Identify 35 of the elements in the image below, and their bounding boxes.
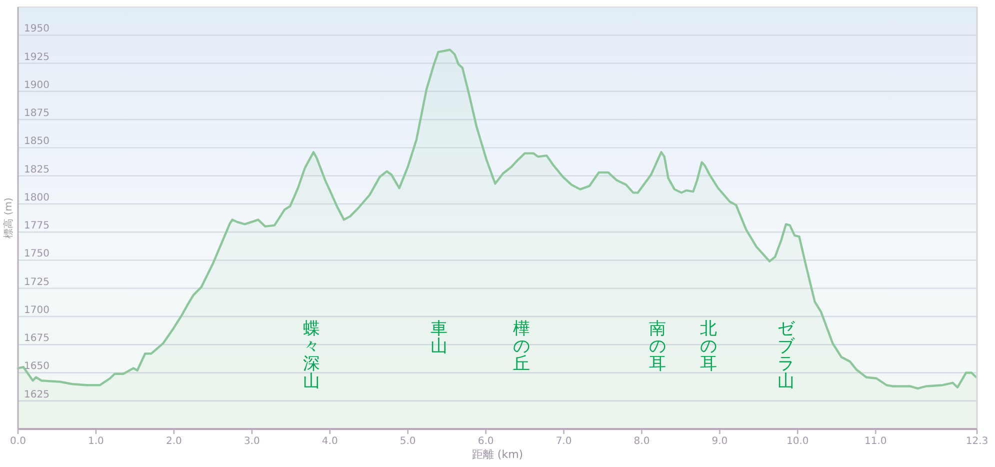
annotation: 南の耳 bbox=[649, 319, 666, 374]
x-tick-label: 8.0 bbox=[634, 436, 650, 447]
x-tick-label: 2.0 bbox=[166, 436, 182, 447]
x-tick-label: 12.3 bbox=[966, 436, 988, 447]
x-tick-label: 0.0 bbox=[10, 436, 26, 447]
y-tick-label: 1850 bbox=[24, 136, 50, 148]
x-tick-label: 9.0 bbox=[712, 436, 728, 447]
x-tick-label: 4.0 bbox=[322, 436, 338, 447]
y-tick-label: 1875 bbox=[24, 108, 50, 120]
annotation: 北の耳 bbox=[700, 319, 717, 374]
y-tick-label: 1800 bbox=[24, 192, 50, 204]
y-tick-label: 1825 bbox=[24, 164, 50, 176]
y-tick-label: 1750 bbox=[24, 248, 50, 260]
x-tick-label: 1.0 bbox=[88, 436, 104, 447]
y-tick-label: 1725 bbox=[24, 276, 50, 288]
x-tick-label: 10.0 bbox=[786, 436, 809, 447]
annotation: 車山 bbox=[430, 319, 448, 357]
x-tick-label: 7.0 bbox=[556, 436, 572, 447]
y-axis-title: 標高 (m) bbox=[2, 198, 14, 238]
annotation: ゼブラ山 bbox=[778, 319, 796, 392]
x-tick-label: 6.0 bbox=[478, 436, 494, 447]
y-tick-label: 1650 bbox=[24, 361, 50, 372]
annotation: 樺の丘 bbox=[512, 319, 530, 374]
x-tick-label: 11.0 bbox=[864, 436, 887, 447]
x-tick-label: 5.0 bbox=[400, 436, 416, 447]
annotation: 蝶々深山 bbox=[302, 319, 320, 392]
y-tick-label: 1950 bbox=[24, 24, 50, 35]
x-tick-label: 3.0 bbox=[244, 436, 260, 447]
y-tick-label: 1925 bbox=[24, 52, 50, 63]
y-tick-label: 1700 bbox=[24, 304, 50, 316]
y-tick-label: 1625 bbox=[24, 389, 50, 400]
y-tick-label: 1900 bbox=[24, 80, 50, 91]
y-tick-label: 1775 bbox=[24, 220, 50, 232]
x-axis-title: 距離 (km) bbox=[472, 448, 524, 461]
y-tick-label: 1675 bbox=[24, 333, 50, 344]
